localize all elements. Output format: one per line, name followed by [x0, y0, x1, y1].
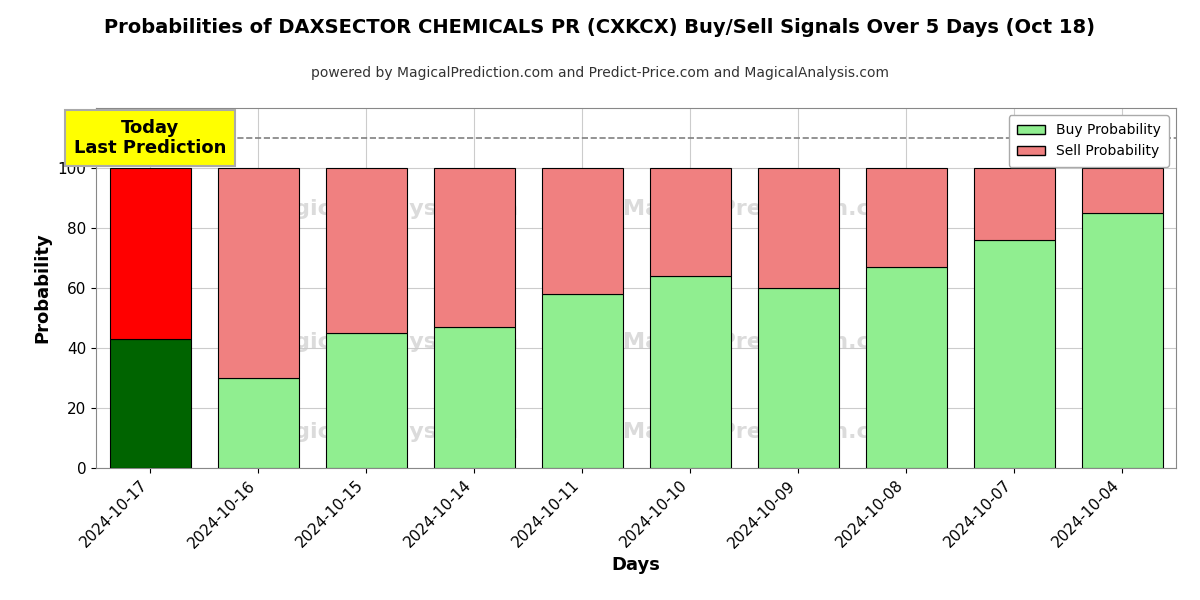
Y-axis label: Probability: Probability — [34, 233, 52, 343]
Bar — [109, 168, 191, 339]
Bar — [649, 168, 731, 276]
Bar — [1081, 168, 1163, 213]
Text: MagicalPrediction.com: MagicalPrediction.com — [623, 332, 908, 352]
Text: MagicalAnalysis.com: MagicalAnalysis.com — [257, 422, 518, 442]
Bar — [541, 294, 623, 468]
Bar — [973, 168, 1055, 240]
Bar — [865, 168, 947, 267]
Bar — [973, 240, 1055, 468]
Bar — [757, 168, 839, 288]
Bar — [865, 267, 947, 468]
Bar — [757, 288, 839, 468]
Bar — [109, 339, 191, 468]
Bar — [217, 168, 299, 378]
Bar — [1081, 213, 1163, 468]
Bar — [325, 168, 407, 333]
Bar — [433, 327, 515, 468]
Legend: Buy Probability, Sell Probability: Buy Probability, Sell Probability — [1009, 115, 1169, 167]
Bar — [217, 378, 299, 468]
Text: MagicalAnalysis.com: MagicalAnalysis.com — [257, 332, 518, 352]
Text: Probabilities of DAXSECTOR CHEMICALS PR (CXKCX) Buy/Sell Signals Over 5 Days (Oc: Probabilities of DAXSECTOR CHEMICALS PR … — [104, 18, 1096, 37]
Text: MagicalPrediction.com: MagicalPrediction.com — [623, 199, 908, 219]
Text: Today
Last Prediction: Today Last Prediction — [74, 119, 226, 157]
Text: MagicalAnalysis.com: MagicalAnalysis.com — [257, 199, 518, 219]
Bar — [325, 333, 407, 468]
Text: powered by MagicalPrediction.com and Predict-Price.com and MagicalAnalysis.com: powered by MagicalPrediction.com and Pre… — [311, 66, 889, 80]
X-axis label: Days: Days — [612, 556, 660, 574]
Bar — [649, 276, 731, 468]
Text: MagicalPrediction.com: MagicalPrediction.com — [623, 422, 908, 442]
Bar — [433, 168, 515, 327]
Bar — [541, 168, 623, 294]
